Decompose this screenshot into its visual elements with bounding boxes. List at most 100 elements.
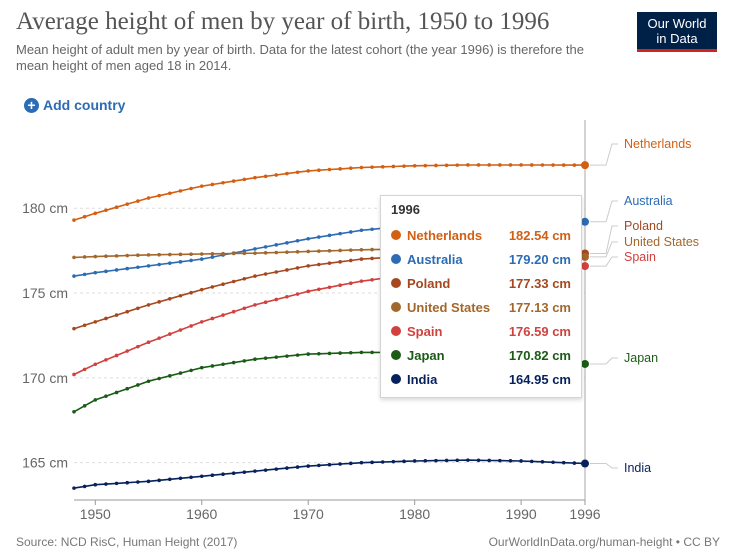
data-point <box>93 211 98 216</box>
leader-line <box>590 225 618 255</box>
tooltip-value: 179.20 cm <box>508 251 571 267</box>
series-dot-icon <box>391 302 401 312</box>
data-point <box>317 463 321 468</box>
data-point <box>199 365 204 370</box>
x-tick-label: 1960 <box>186 506 217 522</box>
chart-title: Average height of men by year of birth, … <box>16 8 550 35</box>
plus-circle-icon: + <box>24 97 39 113</box>
logo-line-2: in Data <box>656 31 698 46</box>
data-point <box>348 281 353 285</box>
leader-line <box>590 200 618 223</box>
data-point <box>306 464 311 468</box>
data-point <box>199 287 204 292</box>
data-point <box>82 272 87 277</box>
data-point <box>221 362 225 367</box>
data-point <box>466 163 470 167</box>
series-dot-icon <box>391 374 401 384</box>
series-dot-icon <box>391 278 401 288</box>
data-point <box>189 368 193 373</box>
data-point <box>412 459 417 463</box>
data-point <box>348 258 353 263</box>
data-point <box>72 326 76 331</box>
data-point <box>338 248 342 253</box>
data-point <box>380 460 385 464</box>
data-point <box>359 279 364 283</box>
data-point <box>168 191 172 196</box>
data-point <box>114 254 119 258</box>
tooltip-row: Netherlands 182.54 cm <box>391 223 571 247</box>
tooltip-country: United States <box>407 299 491 315</box>
data-point <box>561 163 566 167</box>
tooltip-row: India 164.95 cm <box>391 367 571 391</box>
data-point <box>348 461 353 466</box>
footer-url[interactable]: OurWorldInData.org/human-height • CC BY <box>488 535 720 549</box>
data-point <box>125 266 130 271</box>
add-country-button[interactable]: + Add country <box>24 97 125 113</box>
owid-logo[interactable]: Our World in Data <box>637 12 717 52</box>
tooltip-row: Australia 179.20 cm <box>391 247 571 271</box>
data-point <box>210 473 215 478</box>
data-point <box>146 253 151 257</box>
data-point <box>317 235 321 239</box>
data-point <box>114 268 119 272</box>
data-point <box>114 353 119 358</box>
x-tick-label: 1980 <box>399 506 430 522</box>
data-point <box>359 460 364 465</box>
data-point <box>157 262 161 267</box>
data-point <box>104 482 108 486</box>
data-point <box>455 458 460 463</box>
data-point <box>317 262 321 267</box>
data-point <box>434 163 438 168</box>
y-tick-label: 170 cm <box>22 370 68 386</box>
data-point <box>253 175 257 180</box>
data-point <box>391 459 396 464</box>
data-point <box>221 313 225 317</box>
data-point <box>125 309 130 314</box>
data-point <box>146 264 151 268</box>
data-point <box>338 167 342 171</box>
data-point <box>242 306 247 311</box>
data-point <box>199 252 204 256</box>
tooltip-value: 176.59 cm <box>508 323 571 339</box>
data-point <box>306 264 311 268</box>
tooltip-value: 177.13 cm <box>508 299 571 315</box>
data-point <box>199 184 204 188</box>
data-point <box>221 282 225 287</box>
data-point <box>82 367 87 372</box>
series-label: Spain <box>624 250 656 264</box>
y-tick-label: 165 cm <box>22 455 68 471</box>
data-point <box>178 371 183 375</box>
data-point <box>178 252 183 257</box>
data-point <box>146 479 151 484</box>
data-point <box>370 165 374 169</box>
data-point <box>295 250 300 254</box>
data-point <box>508 163 513 167</box>
data-point <box>359 257 364 261</box>
data-point <box>199 474 204 479</box>
data-point <box>210 255 215 259</box>
x-tick-label: 1970 <box>293 506 324 522</box>
data-point <box>519 459 523 463</box>
data-point <box>327 285 332 290</box>
tooltip-country: Netherlands <box>407 227 483 243</box>
data-point <box>285 466 289 470</box>
end-point <box>581 459 589 468</box>
data-point <box>306 169 311 173</box>
data-point <box>114 390 119 395</box>
data-point <box>529 459 534 464</box>
data-point <box>82 484 87 489</box>
data-point <box>498 458 502 463</box>
data-point <box>72 372 76 377</box>
tooltip-country: Poland <box>407 275 451 291</box>
x-tick-label: 1950 <box>80 506 111 522</box>
data-point <box>317 168 321 173</box>
data-point <box>72 218 76 222</box>
data-point <box>285 250 289 254</box>
data-point <box>476 163 481 167</box>
data-point <box>157 478 161 483</box>
data-point <box>348 230 353 234</box>
data-point <box>359 165 364 170</box>
data-point <box>348 248 353 252</box>
data-point <box>338 351 342 355</box>
